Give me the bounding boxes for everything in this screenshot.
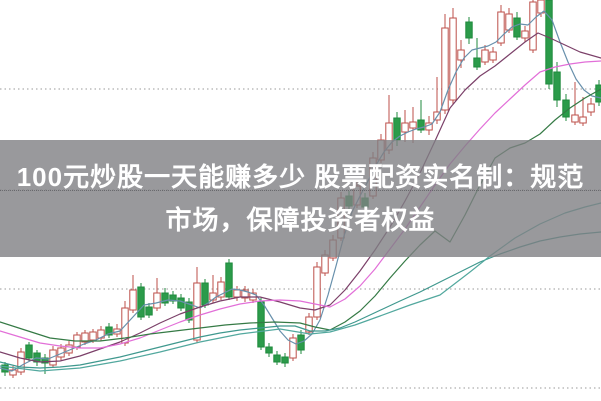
candle-up-body (481, 49, 489, 63)
candle-down-body (281, 356, 289, 364)
candle-down-body (562, 99, 570, 118)
candle-down-body (41, 357, 49, 364)
candle-up-body (497, 11, 505, 44)
ma-line-plum-purple (0, 32, 601, 363)
candle-up-body (81, 332, 89, 343)
candle-up-body (409, 121, 417, 129)
candle-up-body (217, 281, 225, 298)
candle-up-body (571, 114, 579, 123)
candle-up-body (489, 51, 497, 61)
candle-down-body (473, 57, 481, 68)
candle-down-body (465, 21, 473, 39)
candle-up-body (579, 116, 587, 124)
candle-down-body (25, 344, 33, 359)
candle-up-body (193, 282, 201, 341)
candle-down-body (177, 297, 185, 309)
candle-up-body (89, 331, 97, 341)
candle-up-body (441, 27, 449, 111)
candle-down-body (137, 286, 145, 318)
candle-up-body (233, 289, 241, 298)
candle-up-body (457, 49, 465, 61)
candle-down-body (161, 292, 169, 304)
candle-up-body (289, 337, 297, 359)
candle-down-body (257, 301, 265, 348)
candle-down-body (545, 0, 553, 85)
candle-down-body (553, 71, 561, 101)
candle-down-body (265, 346, 273, 354)
candle-up-body (241, 289, 249, 299)
candle-up-body (521, 30, 529, 39)
candle-up-body (129, 289, 137, 311)
candle-down-body (273, 354, 281, 363)
candle-up-body (17, 351, 25, 373)
candle-up-body (153, 292, 161, 309)
ma-line-magenta (0, 60, 601, 349)
candle-up-body (313, 266, 321, 318)
candle-down-body (105, 326, 113, 336)
candle-down-body (595, 84, 601, 103)
candle-down-body (513, 17, 521, 38)
candle-down-body (225, 262, 233, 298)
candle-down-body (417, 119, 425, 131)
candle-up-body (449, 17, 457, 101)
candle-up-body (401, 122, 409, 133)
gridline-through-band (0, 190, 601, 191)
headline-line-1: 100元炒股一天能赚多少 股票配资实名制：规范 (16, 161, 585, 192)
headline-overlay-band: 100元炒股一天能赚多少 股票配资实名制：规范 市场，保障投资者权益 (0, 140, 601, 257)
ma-line-fast-steelblue (0, 10, 601, 372)
headline-line-2: 市场，保障投资者权益 (165, 204, 436, 235)
candle-down-body (145, 306, 153, 316)
candle-up-body (529, 1, 537, 51)
candle-down-body (201, 282, 209, 306)
candle-up-body (587, 103, 595, 113)
candle-up-body (321, 254, 329, 274)
